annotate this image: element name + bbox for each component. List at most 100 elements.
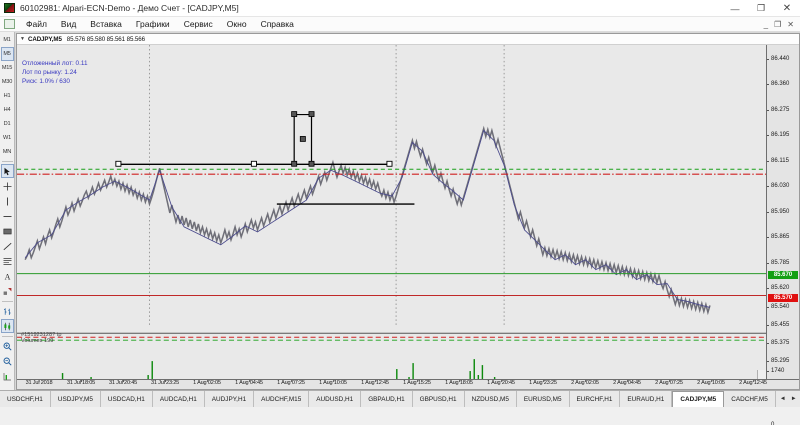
tab-scroll-right-icon[interactable]: ► [790, 396, 797, 402]
menu-item-charts[interactable]: Графики [135, 19, 170, 29]
tab-usdcad-h1[interactable]: USDCAD,H1 [100, 391, 153, 407]
time-tick: 1 Aug 23:25 [529, 380, 557, 386]
vertical-line-icon[interactable] [1, 194, 14, 208]
mdi-window-controls: _ ❐ ✕ [764, 20, 798, 29]
price-tick: 85.950 [767, 209, 789, 215]
time-tick: 1 Aug 04:45 [235, 380, 263, 386]
price-axis[interactable]: 86.440 86.360 86.275 86.195 86.115 86.03… [766, 45, 799, 425]
tab-nzdusd-m5[interactable]: NZDUSD,M5 [464, 391, 517, 407]
chart-canvas [17, 45, 766, 379]
chevron-down-icon[interactable]: ▼ [20, 36, 25, 42]
tab-usdchf-h1[interactable]: USDCHF,H1 [0, 391, 51, 407]
tab-scroll-controls: ◄ ► [776, 391, 800, 407]
menu-item-service[interactable]: Сервис [183, 19, 213, 29]
tab-audusd-h1[interactable]: AUDUSD,H1 [309, 391, 362, 407]
chart-ohlc: 85.576 85.580 85.561 85.566 [66, 35, 145, 43]
tab-eurchf-h1[interactable]: EURCHF,H1 [569, 391, 621, 407]
menu-item-window[interactable]: Окно [226, 19, 247, 29]
zoom-in-icon[interactable] [1, 339, 14, 353]
mdi-restore-button[interactable]: ❐ [774, 19, 782, 29]
chart-plot-area[interactable]: Отложенный лот: 0.11 Лот по рынку: 1.24 … [17, 45, 766, 379]
time-tick: 1 Aug 18:05 [445, 380, 473, 386]
close-button[interactable]: ✕ [782, 3, 792, 14]
time-tick: 31 Jul 23:25 [150, 380, 180, 386]
price-tick: 85.295 [767, 358, 789, 364]
price-tick: 86.115 [767, 158, 789, 164]
bar-shift-icon[interactable] [1, 369, 14, 383]
tab-euraud-h1[interactable]: EURAUD,H1 [620, 391, 673, 407]
fibonacci-icon[interactable] [1, 254, 14, 268]
trendline-icon[interactable] [1, 239, 14, 253]
zoom-out-icon[interactable] [1, 354, 14, 368]
cursor-icon[interactable] [0, 164, 14, 178]
timeframe-h4[interactable]: H4 [3, 107, 11, 113]
toolbar-divider [1, 161, 13, 162]
price-tick: 85.455 [767, 322, 789, 328]
text-icon[interactable]: A [1, 269, 14, 283]
window-controls: — ❐ ✕ [722, 0, 800, 17]
timeframe-h1[interactable]: H1 [3, 93, 11, 99]
price-tick: 85.620 [767, 285, 789, 291]
tab-audjpy-h1[interactable]: AUDJPY,H1 [204, 391, 255, 407]
price-tick: 86.440 [767, 56, 789, 62]
volume-indicator-label: Volumes 199 [21, 338, 54, 344]
horizontal-line-icon[interactable] [1, 209, 14, 223]
chart-body: Отложенный лот: 0.11 Лот по рынку: 1.24 … [17, 45, 799, 425]
rectangle-icon[interactable] [1, 224, 14, 238]
level-lines [17, 168, 766, 341]
price-tick: 86.360 [767, 81, 789, 87]
timeframe-d1[interactable]: D1 [3, 121, 11, 127]
candlestick-icon[interactable] [0, 319, 14, 333]
time-tick: 1 Aug 15:25 [403, 380, 431, 386]
time-tick: 31 Jul 18:05 [66, 380, 96, 386]
time-tick: 2 Aug 10:05 [697, 380, 725, 386]
timeframe-w1[interactable]: W1 [3, 135, 11, 141]
crosshair-icon[interactable] [1, 179, 14, 193]
menu-item-view[interactable]: Вид [60, 19, 77, 29]
mdi-minimize-button[interactable]: _ [763, 19, 769, 29]
tab-audcad-h1[interactable]: AUDCAD,H1 [152, 391, 205, 407]
price-tick: 86.030 [767, 183, 789, 189]
volume-scale-max: 1740 [767, 368, 784, 374]
price-series [24, 125, 711, 316]
price-tick: 85.540 [767, 304, 789, 310]
time-tick: 31 Jul 20:45 [108, 380, 138, 386]
document-icon [4, 19, 15, 29]
timeframe-mn[interactable]: MN [2, 149, 12, 155]
mdi-close-button[interactable]: ✕ [787, 19, 794, 29]
bar-chart-icon[interactable] [1, 304, 14, 318]
timeframe-m1[interactable]: M1 [3, 37, 11, 43]
tab-gbpaud-h1[interactable]: GBPAUD,H1 [361, 391, 413, 407]
shapes-icon[interactable] [1, 284, 14, 298]
tab-cadchf-m5[interactable]: CADCHF,M5 [724, 391, 776, 407]
tab-gbpusd-h1[interactable]: GBPUSD,H1 [412, 391, 465, 407]
menu-item-help[interactable]: Справка [260, 19, 294, 29]
menu-item-file[interactable]: Файл [26, 19, 47, 29]
time-axis[interactable]: 31 Jul 2018 31 Jul 18:05 31 Jul 20:45 31… [17, 379, 799, 389]
timeframe-m5[interactable]: M5 [0, 47, 14, 61]
chart-tab-strip: USDCHF,H1 USDJPY,M5 USDCAD,H1 AUDCAD,H1 … [0, 390, 800, 407]
tab-usdjpy-m5[interactable]: USDJPY,M5 [50, 391, 101, 407]
tab-audchf-m15[interactable]: AUDCHF,M15 [254, 391, 310, 407]
tab-eurusd-m5[interactable]: EURUSD,M5 [516, 391, 570, 407]
chart-symbol: CADJPY,M5 [27, 35, 62, 43]
toolbar-divider-3 [1, 336, 13, 337]
pending-lot-text: Отложенный лот: 0.11 [22, 60, 88, 67]
market-lot-text: Лот по рынку: 1.24 [22, 69, 77, 76]
timeframe-m15[interactable]: M15 [1, 65, 13, 71]
time-tick: 2 Aug 12:45 [739, 380, 767, 386]
time-tick: 2 Aug 07:25 [655, 380, 683, 386]
risk-text: Риск: 1.0% / 630 [22, 78, 70, 85]
chart-scrollbar[interactable] [757, 370, 766, 379]
timeframe-m30[interactable]: M30 [1, 79, 13, 85]
window-title: 60102981: Alpari-ECN-Demo - Демо Счет - … [20, 3, 239, 13]
chart-header: ▼ CADJPY,M5 85.576 85.580 85.561 85.566 [17, 34, 799, 45]
menu-item-insert[interactable]: Вставка [90, 19, 122, 29]
ask-price-badge: 85.570 [768, 294, 798, 302]
time-tick: 1 Aug 10:05 [319, 380, 347, 386]
measure-box [291, 111, 315, 167]
maximize-button[interactable]: ❐ [756, 3, 766, 13]
minimize-button[interactable]: — [730, 3, 740, 14]
tab-cadjpy-m5[interactable]: CADJPY,M5 [672, 391, 725, 407]
tab-scroll-left-icon[interactable]: ◄ [779, 396, 786, 402]
